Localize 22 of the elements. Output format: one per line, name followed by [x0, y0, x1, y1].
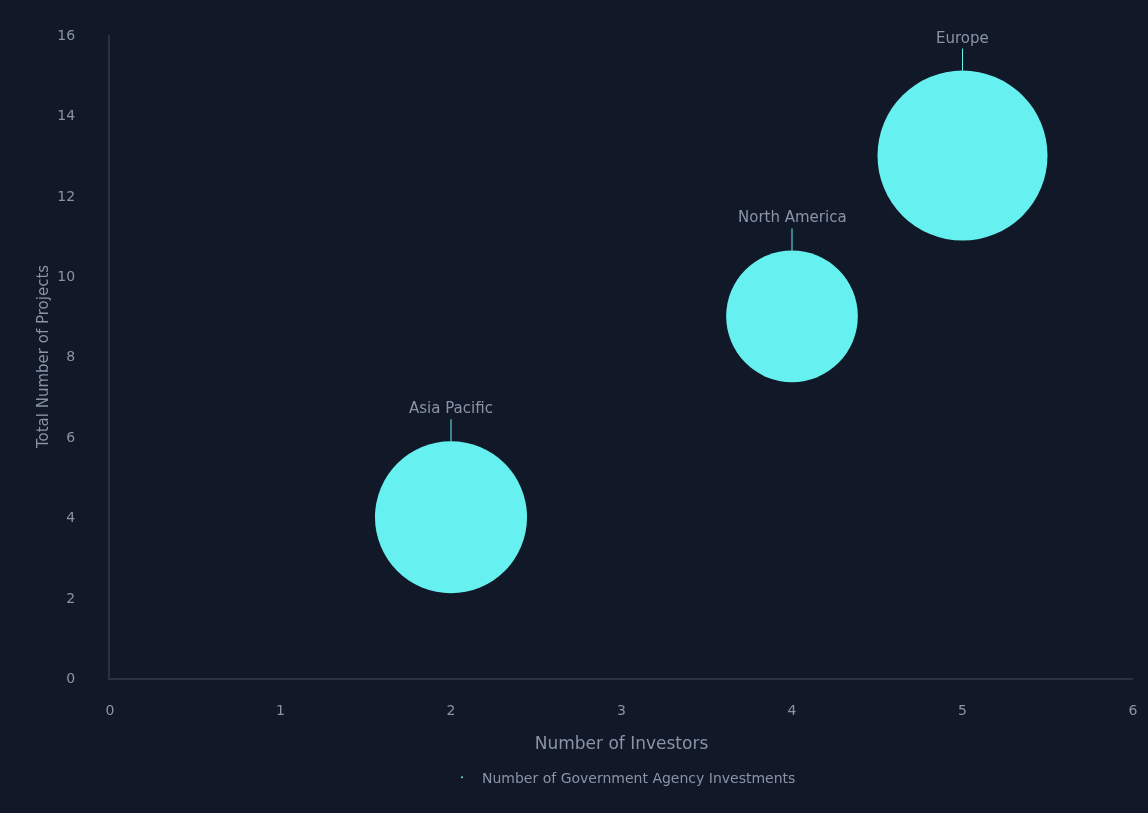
x-tick-label: 6 [1128, 701, 1138, 718]
y-tick-label: 0 [66, 669, 76, 686]
y-tick-label: 14 [57, 107, 76, 124]
x-tick-label: 2 [446, 701, 456, 718]
annotation: Europe [936, 29, 989, 47]
y-tick-label: 12 [57, 187, 76, 204]
y-tick-label: 4 [66, 509, 76, 526]
y-tick-label: 10 [57, 268, 76, 285]
y-axis-title: Total Number of Projects [34, 264, 53, 450]
x-axis-title: Number of Investors [534, 732, 709, 753]
x-tick-label: 3 [617, 701, 626, 718]
y-tick-label: 8 [66, 348, 76, 365]
x-tick-label: 5 [958, 701, 967, 718]
y-tick-label: 6 [66, 428, 76, 445]
x-tick-label: 4 [787, 701, 797, 718]
x-tick-label: 1 [276, 701, 285, 718]
y-tick-label: 16 [57, 26, 76, 43]
x-tick-label: 0 [105, 701, 115, 718]
y-tick-label: 2 [66, 589, 76, 606]
annotation: North America [738, 208, 847, 226]
text: Number of Government Agency Investments [482, 769, 796, 786]
annotation: Asia Pacific [409, 399, 493, 417]
